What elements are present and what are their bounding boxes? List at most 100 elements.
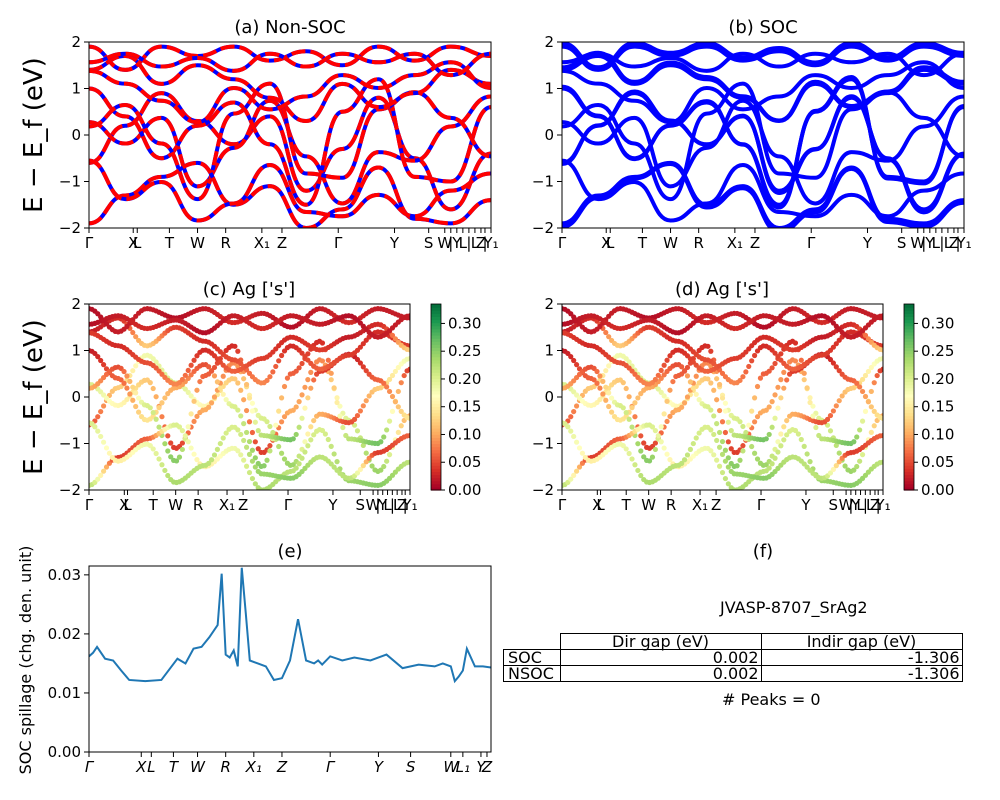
- projection-point: [206, 404, 212, 410]
- projection-point: [279, 419, 285, 425]
- projection-point: [121, 380, 127, 386]
- colorbar-segment: [904, 471, 914, 476]
- x-tick-label: S: [897, 234, 907, 252]
- projection-point: [279, 450, 285, 456]
- x-tick-label: |: [863, 496, 868, 514]
- colorbar-segment: [904, 443, 914, 448]
- projection-point: [638, 448, 644, 454]
- x-tick-label: Y: [451, 234, 462, 252]
- colorbar-segment: [431, 366, 441, 370]
- colorbar-segment: [904, 372, 914, 376]
- colorbar-segment: [431, 428, 441, 432]
- projection-point: [279, 395, 285, 401]
- colorbar-segment: [904, 480, 914, 485]
- colorbar-tick-label: 0.25: [448, 342, 481, 360]
- projection-point: [243, 444, 250, 450]
- projection-point: [649, 454, 656, 460]
- projection-point: [223, 430, 229, 436]
- projection-point: [267, 374, 273, 380]
- colorbar-tick-label: 0.05: [921, 453, 954, 471]
- projection-point: [865, 336, 872, 342]
- projection-point: [243, 407, 250, 414]
- colorbar-segment: [904, 406, 914, 410]
- projection-point: [334, 459, 340, 465]
- colorbar-segment: [431, 335, 441, 339]
- projection-point: [194, 413, 200, 420]
- projection-point: [769, 424, 775, 430]
- projection-point: [407, 313, 410, 319]
- x-tick-label: Z: [711, 496, 721, 514]
- colorbar-segment: [431, 480, 441, 485]
- projection-point: [687, 379, 694, 385]
- projection-point: [290, 436, 296, 442]
- colorbar-tick-label: 0.30: [921, 314, 954, 332]
- projection-point: [862, 393, 869, 400]
- projection-point: [781, 385, 787, 391]
- projection-point: [775, 384, 781, 390]
- colorbar-segment: [904, 328, 914, 333]
- colorbar-segment: [431, 362, 441, 367]
- projection-point: [127, 378, 133, 384]
- colorbar-segment: [431, 384, 441, 389]
- colorbar-segment: [904, 459, 914, 463]
- projection-point: [238, 413, 244, 419]
- projection-point: [217, 385, 223, 391]
- projection-point: [211, 394, 218, 400]
- projection-point: [296, 365, 302, 371]
- projection-point: [597, 373, 603, 379]
- projection-point: [836, 459, 842, 465]
- projection-point: [325, 436, 331, 443]
- projection-point: [833, 364, 839, 370]
- projection-point: [667, 413, 673, 420]
- projection-point: [185, 367, 191, 374]
- colorbar-segment: [431, 369, 441, 373]
- projection-point: [179, 440, 185, 446]
- y-tick-label: 2: [544, 33, 554, 51]
- projection-point: [658, 439, 664, 445]
- projection-point: [795, 431, 801, 437]
- x-tick-label: T: [169, 758, 180, 776]
- colorbar-frame: [430, 303, 442, 491]
- projection-point: [775, 449, 781, 455]
- projection-point: [331, 385, 337, 391]
- projection-point: [325, 357, 331, 363]
- projection-point: [571, 472, 577, 478]
- projection-point: [568, 354, 574, 360]
- projection-point: [168, 440, 174, 446]
- projection-point: [623, 356, 629, 362]
- table-header-dir-gap: Dir gap (eV): [559, 633, 762, 650]
- projection-point: [308, 424, 314, 430]
- x-tick-label: Z: [276, 758, 288, 776]
- projection-point: [719, 469, 726, 476]
- projection-point: [859, 418, 866, 424]
- projection-point: [165, 472, 171, 479]
- projection-point: [252, 481, 258, 487]
- projection-point: [696, 430, 702, 436]
- projection-point: [830, 408, 836, 414]
- projection-point: [708, 380, 714, 386]
- y-tick-label: −2: [532, 219, 554, 237]
- projection-point: [684, 364, 691, 371]
- projection-point: [626, 450, 632, 457]
- band-line-nonsoc: [89, 44, 491, 72]
- projection-point: [661, 393, 667, 399]
- projection-point: [603, 384, 609, 390]
- y-tick-label: 1: [71, 80, 81, 98]
- projection-point: [827, 470, 834, 476]
- band-line-soc: [562, 42, 964, 70]
- projection-point: [360, 341, 366, 347]
- y-tick-label: 1: [71, 342, 81, 360]
- projection-point: [606, 390, 612, 396]
- projection-point: [667, 457, 673, 463]
- x-tick-label: Y: [377, 496, 388, 514]
- colorbar-segment: [431, 449, 441, 454]
- projection-point: [305, 395, 311, 401]
- projection-point: [670, 378, 676, 385]
- projection-point: [276, 358, 282, 364]
- x-tick-label: S: [424, 234, 434, 252]
- projection-point: [871, 380, 877, 386]
- projection-point: [281, 414, 288, 420]
- projection-point: [264, 457, 270, 463]
- colorbar-segment: [431, 468, 441, 472]
- table-cell-dir-gap: 0.002: [559, 665, 762, 682]
